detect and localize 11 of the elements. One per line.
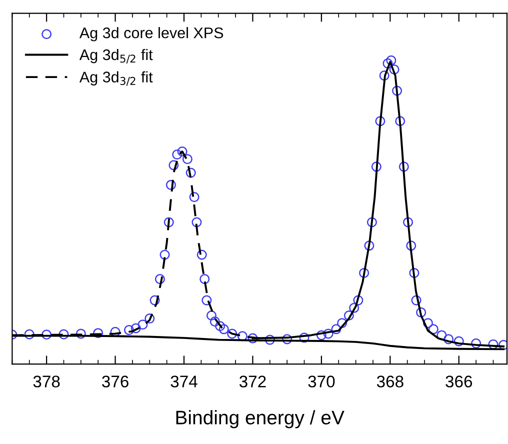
x-tick-label: 374 [170, 376, 198, 388]
legend-label: Ag 3d core level XPS [79, 27, 224, 42]
legend-label: Ag 3d$_{3/2}$ fit [79, 71, 153, 86]
x-tick-label: 370 [308, 376, 335, 388]
x-tick-label: 368 [376, 376, 404, 388]
x-tick-label: 376 [102, 376, 128, 388]
x-tick-label: 372 [239, 376, 266, 388]
x-tick-label: 366 [446, 376, 472, 388]
legend-label: Ag 3d$_{5/2}$ fit [79, 48, 153, 64]
x-tick-label: 378 [33, 376, 60, 388]
x-axis-title: Binding energy / eV [176, 410, 344, 428]
